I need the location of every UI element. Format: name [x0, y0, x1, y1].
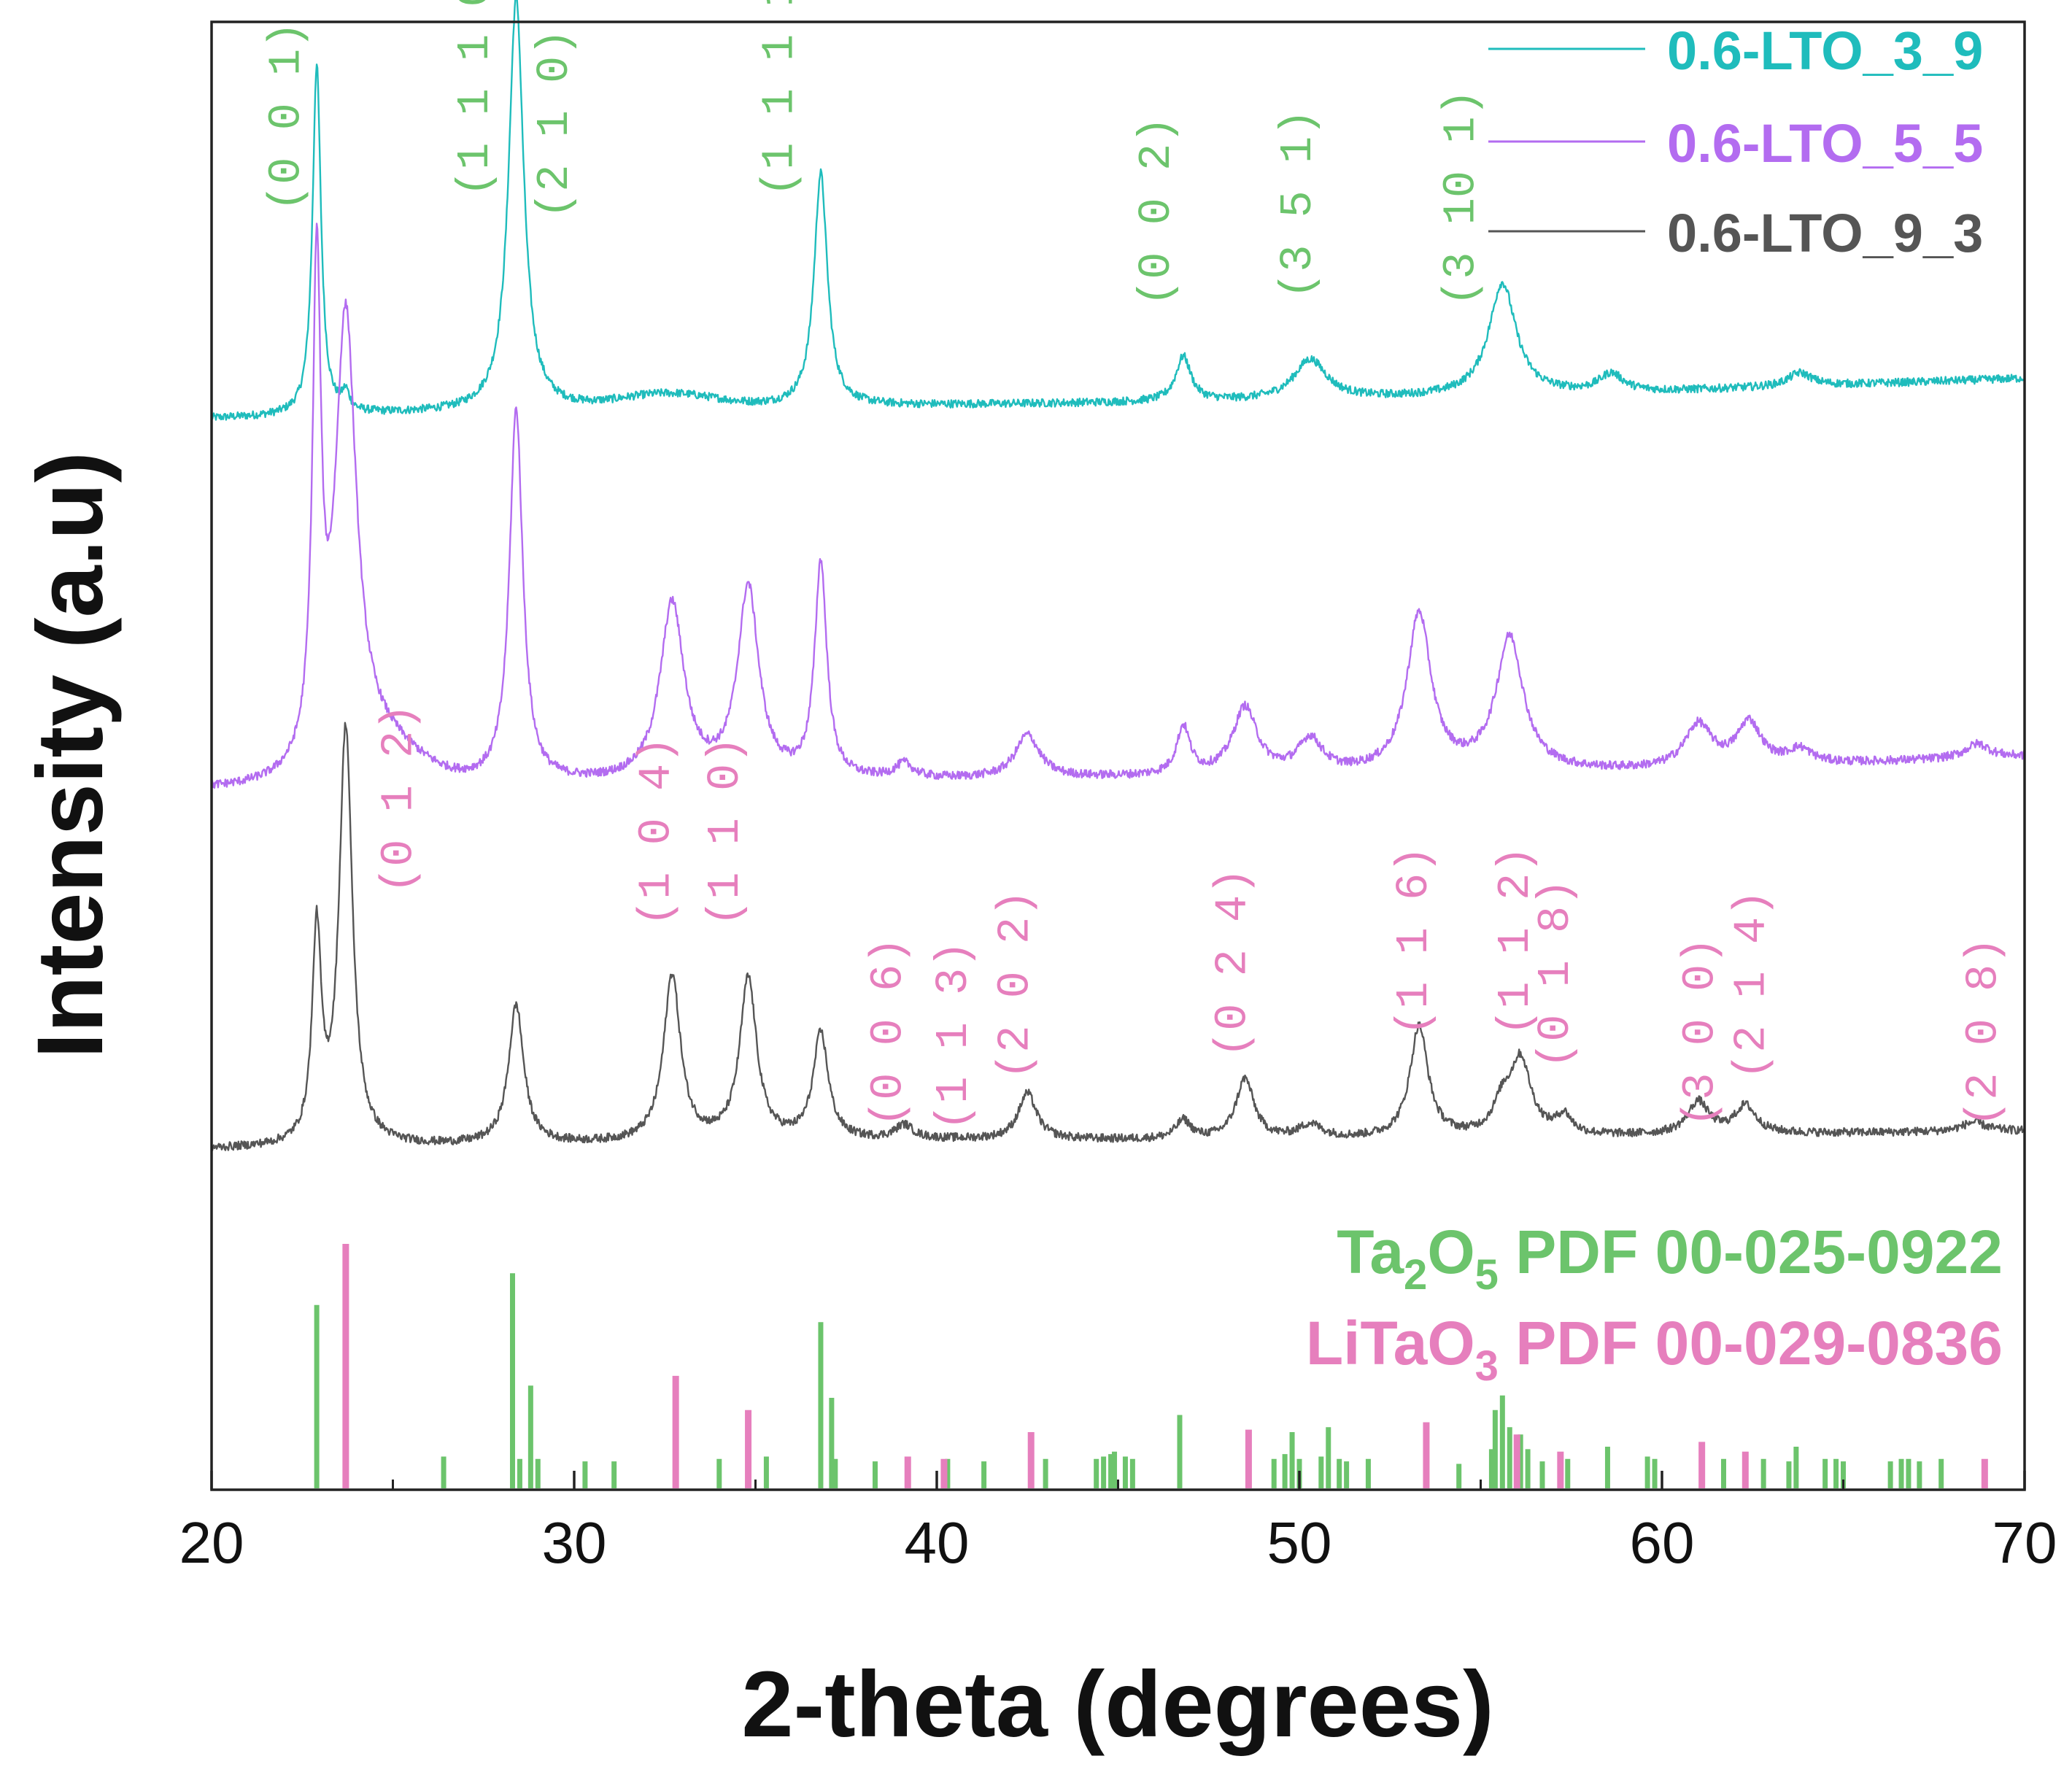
peak-annotation: (0 0 1)	[260, 22, 312, 212]
peak-annotation: (3 10 1)	[1436, 89, 1488, 306]
reference-label-part: PDF 00-025-0922	[1499, 1218, 2003, 1286]
peak-annotation: (0 0 6)	[862, 937, 914, 1127]
x-tick-label: 30	[542, 1510, 607, 1575]
x-tick-label: 60	[1630, 1510, 1695, 1575]
x-tick-label: 40	[905, 1510, 970, 1575]
legend-label: 0.6-LTO_9_3	[1667, 203, 1983, 263]
reference-label-part: 3	[1475, 1342, 1499, 1390]
peak-annotation: (0 2 4)	[1207, 868, 1259, 1058]
peak-annotation: (2 0 8)	[1957, 937, 2009, 1127]
series-line-0.6-LTO_9_3	[210, 722, 2026, 1152]
x-tick-label: 50	[1267, 1510, 1332, 1575]
peak-annotation: (3 0 0)	[1675, 937, 1727, 1127]
reference-label-Ta2O5: Ta2O5 PDF 00-025-0922	[1337, 1218, 2003, 1299]
series-line-0.6-LTO_5_5	[210, 223, 2026, 789]
legend-label: 0.6-LTO_5_5	[1667, 113, 1983, 174]
reference-label-part: LiTaO	[1306, 1309, 1475, 1377]
x-tick-label: 20	[179, 1510, 244, 1575]
legend-label: 0.6-LTO_3_9	[1667, 20, 1983, 81]
x-axis-title: 2-theta (degrees)	[741, 1652, 1493, 1757]
reference-label-part: Ta	[1337, 1218, 1404, 1286]
peak-annotation: (1 1 1 0)	[449, 0, 501, 197]
peak-annotation: (1 1 1 1)	[754, 0, 805, 197]
x-axis: 20 30 40 50 60 70	[179, 1471, 2057, 1575]
peak-annotation: (1 1 2)	[1490, 846, 1542, 1036]
y-axis-title: Intensity (a.u)	[18, 452, 123, 1059]
peak-annotation: (1 1 6)	[1388, 846, 1440, 1036]
peak-annotation: (2 1 4)	[1725, 890, 1777, 1080]
reference-label-LiTaO3: LiTaO3 PDF 00-029-0836	[1306, 1309, 2003, 1390]
reference-label-part: 2	[1404, 1251, 1427, 1299]
peak-annotation: (0 0 2)	[1131, 117, 1183, 306]
peak-annotation: (2 1 0)	[529, 29, 581, 219]
peak-annotation: (0 1 2)	[374, 704, 425, 894]
peak-annotation: (0 1 8)	[1530, 879, 1582, 1069]
reference-label-part: O	[1427, 1218, 1474, 1286]
peak-annotation: (3 5 1)	[1272, 109, 1324, 299]
peak-annotation: (2 0 2)	[989, 890, 1041, 1080]
peak-annotation: (1 1 0)	[700, 737, 751, 927]
reference-label-part: 5	[1475, 1251, 1499, 1299]
peak-annotation: (1 0 4)	[630, 737, 682, 927]
x-tick-label: 70	[1992, 1510, 2057, 1575]
plot-area: Ta2O5 PDF 00-025-0922 LiTaO3 PDF 00-029-0…	[210, 0, 2026, 1488]
reference-label-part: PDF 00-029-0836	[1499, 1309, 2003, 1377]
series-line-0.6-LTO_3_9	[210, 0, 2026, 421]
peak-annotation: (1 1 3)	[928, 941, 980, 1131]
